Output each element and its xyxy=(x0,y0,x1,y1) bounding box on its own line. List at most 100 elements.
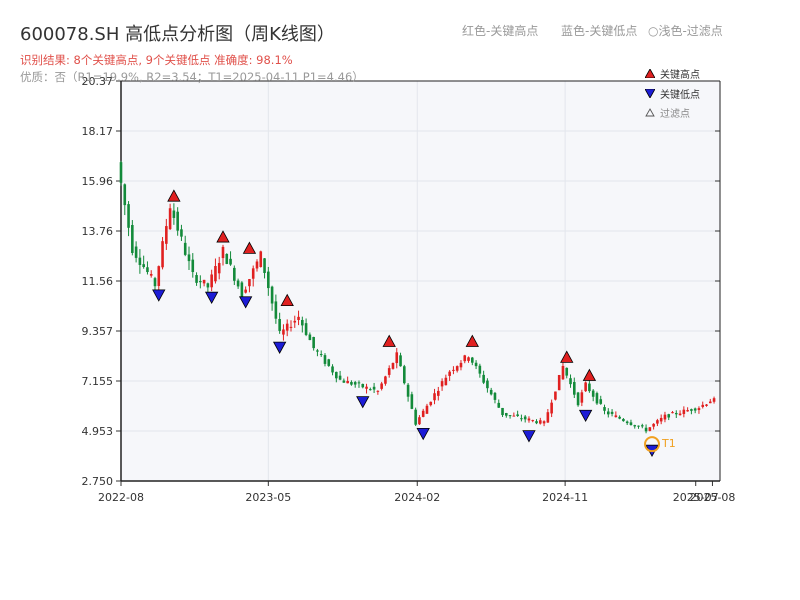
candle-down xyxy=(629,422,633,426)
candle-up xyxy=(376,390,380,392)
candle-up xyxy=(542,421,546,424)
candle-down xyxy=(535,421,538,424)
candle-down xyxy=(603,407,606,411)
candle-up xyxy=(463,355,467,362)
candle-down xyxy=(693,408,697,411)
x-tick-label: 2023-05 xyxy=(245,491,291,504)
candle-down xyxy=(278,319,281,331)
candle-down xyxy=(588,383,591,392)
key-high-marker xyxy=(560,350,574,363)
candle-down xyxy=(637,425,640,427)
candle-down xyxy=(606,411,610,415)
candle-down xyxy=(399,355,402,367)
x-tick-label: 2025-08 xyxy=(689,491,735,504)
candle-down xyxy=(591,390,595,397)
candle-up xyxy=(346,380,349,384)
y-tick-label: 13.76 xyxy=(82,225,114,238)
candle-up xyxy=(297,316,300,321)
y-tick-label: 20.37 xyxy=(82,75,114,88)
t1-ring xyxy=(644,436,661,453)
legend-item-filtered: 过滤点 xyxy=(645,105,690,120)
candle-down xyxy=(610,411,614,414)
hint-red-high: 红色-关键高点 xyxy=(462,24,539,38)
candle-down xyxy=(183,242,187,255)
candle-up xyxy=(214,266,217,282)
candle-up xyxy=(285,323,289,331)
legend-label-high: 关键高点 xyxy=(660,70,700,81)
candle-down xyxy=(471,357,474,363)
candle-down xyxy=(123,184,127,206)
candle-up xyxy=(161,241,164,268)
candle-down xyxy=(327,359,331,366)
candle-down xyxy=(335,371,338,379)
candle-down xyxy=(229,258,232,265)
candle-down xyxy=(172,210,176,218)
candle-down xyxy=(142,264,145,268)
legend-item-high: 关键高点 xyxy=(644,66,700,81)
candle-down xyxy=(516,414,519,417)
candle-down xyxy=(180,229,183,237)
candle-down xyxy=(576,392,580,406)
candle-down xyxy=(497,402,501,408)
result-line: 识别结果: 8个关键高点, 9个关键低点 准确度: 98.1% xyxy=(20,53,293,67)
candle-up xyxy=(244,289,247,293)
candle-down xyxy=(565,367,569,376)
x-tick-label: 2022-08 xyxy=(98,491,144,504)
candle-down xyxy=(369,389,372,391)
key-high-marker xyxy=(382,334,396,347)
candle-down xyxy=(199,281,202,283)
candle-up xyxy=(682,409,686,415)
candle-down xyxy=(312,336,315,349)
candle-down xyxy=(206,283,210,288)
candle-down xyxy=(338,375,342,380)
candle-down xyxy=(342,380,346,383)
candle-up xyxy=(157,266,161,286)
candle-up xyxy=(561,365,565,380)
candle-up xyxy=(395,352,399,364)
candle-up xyxy=(289,326,293,328)
y-tick-label: 9.357 xyxy=(82,325,114,338)
candle-up xyxy=(584,382,587,392)
x-tick-label: 2025-07 xyxy=(673,491,719,504)
candle-up xyxy=(554,391,557,400)
key-high-marker xyxy=(242,241,257,254)
candle-up xyxy=(221,246,225,259)
candle-up xyxy=(452,369,455,371)
candle-down xyxy=(270,286,274,304)
candle-down xyxy=(187,254,191,262)
candle-down xyxy=(146,267,149,273)
candle-down xyxy=(191,259,195,273)
candle-down xyxy=(599,399,603,404)
candle-up xyxy=(663,414,667,420)
candle-down xyxy=(131,224,134,254)
candle-down xyxy=(572,382,576,395)
candle-down xyxy=(331,366,334,373)
candle-down xyxy=(523,416,527,420)
candle-up xyxy=(678,413,682,416)
key-low-marker xyxy=(152,289,166,302)
candle-down xyxy=(501,407,504,416)
candle-up xyxy=(652,423,655,427)
candle-down xyxy=(240,282,244,297)
candle-up xyxy=(202,279,206,284)
candle-down xyxy=(618,416,621,419)
key-low-marker xyxy=(204,291,219,305)
candle-down xyxy=(640,425,644,427)
candle-down xyxy=(674,412,678,415)
candle-up xyxy=(648,427,652,431)
chart-title: 600078.SH 高低点分析图（周K线图） xyxy=(20,24,335,45)
candle-up xyxy=(387,368,391,375)
candle-down xyxy=(493,392,497,400)
candle-up xyxy=(251,268,255,279)
candle-down xyxy=(505,413,508,416)
candle-down xyxy=(127,204,130,228)
candle-up xyxy=(512,415,516,417)
key-high-marker xyxy=(465,334,479,347)
legend-label-low: 关键低点 xyxy=(660,90,700,101)
candle-up xyxy=(433,393,436,401)
candle-down xyxy=(134,246,138,258)
key-low-marker xyxy=(522,430,536,443)
candle-up xyxy=(686,410,689,412)
candle-down xyxy=(308,334,312,341)
candle-up xyxy=(210,274,213,288)
